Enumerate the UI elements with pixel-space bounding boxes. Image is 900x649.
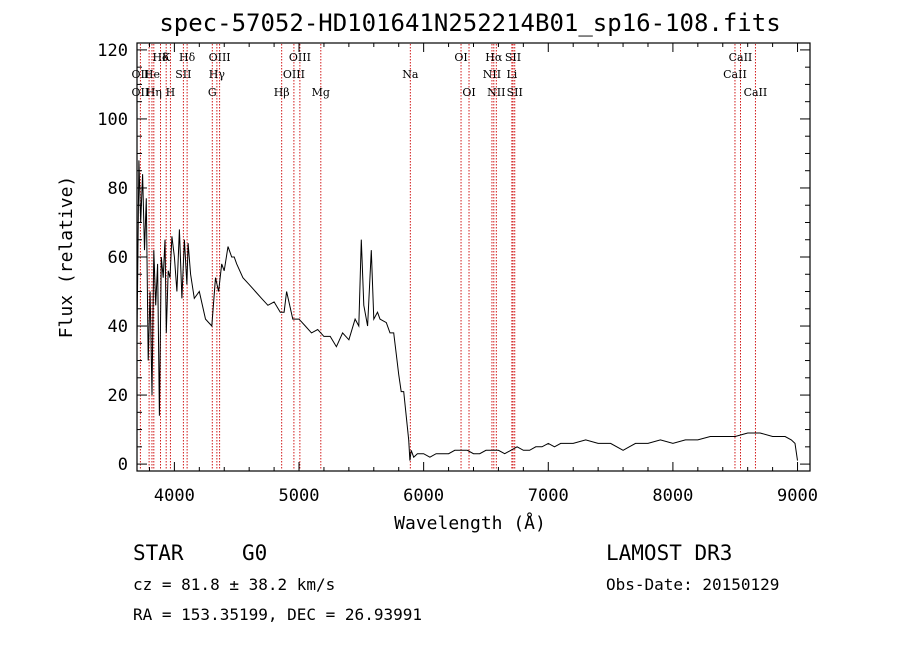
y-tick-label: 20 <box>108 386 128 406</box>
plot-frame <box>136 42 811 472</box>
line-label: CaII <box>729 51 753 64</box>
line-label: OIII <box>209 51 231 64</box>
line-label: Hγ <box>209 68 226 81</box>
survey-label: LAMOST DR3 <box>606 541 732 565</box>
line-label: Mg <box>312 86 330 99</box>
line-label: Na <box>402 68 419 81</box>
line-label: OI <box>454 51 467 64</box>
x-tick-label: 6000 <box>403 486 444 506</box>
line-label: K <box>162 51 171 64</box>
line-label: G <box>208 86 217 99</box>
line-label: SII <box>505 51 521 64</box>
line-label: SII <box>507 86 523 99</box>
y-axis-label: Flux (relative) <box>56 176 77 339</box>
line-label: Hβ <box>274 86 290 99</box>
line-label: Hα <box>485 51 503 64</box>
line-label: NII <box>487 86 505 99</box>
line-label: Li <box>506 68 517 81</box>
spectrum-line <box>136 160 798 461</box>
chart-title: spec-57052-HD101641N252214B01_sp16-108.f… <box>159 9 780 37</box>
y-tick-label: 0 <box>118 455 128 475</box>
line-label: Hδ <box>179 51 196 64</box>
y-tick-label: 100 <box>97 110 128 130</box>
x-tick-label: 5000 <box>279 486 320 506</box>
x-tick-label: 7000 <box>528 486 569 506</box>
line-label: CaII <box>723 68 747 81</box>
line-label: NII <box>483 68 501 81</box>
line-label: H <box>166 86 176 99</box>
line-label: OIII <box>283 68 305 81</box>
line-label: OII <box>132 68 150 81</box>
axes: 4000 5000 6000 7000 8000 9000 0 20 40 60 80 100 120 <box>97 41 818 506</box>
spectral-subclass: G0 <box>242 541 267 565</box>
line-label: OI <box>462 86 475 99</box>
x-axis-label: Wavelength (Å) <box>394 512 546 534</box>
line-label: OIII <box>289 51 311 64</box>
line-label: Hδ <box>152 51 169 64</box>
redshift-velocity: cz = 81.8 ± 38.2 km/s <box>133 575 335 594</box>
y-tick-label: 40 <box>108 317 128 337</box>
line-label: OII <box>132 86 150 99</box>
line-label: He <box>144 68 160 81</box>
object-class: STAR <box>133 541 184 565</box>
observation-date: Obs-Date: 20150129 <box>606 575 779 594</box>
emission-line-markers <box>139 44 756 470</box>
y-tick-label: 80 <box>108 179 128 199</box>
sky-coordinates: RA = 153.35199, DEC = 26.93991 <box>133 605 422 624</box>
x-tick-label: 8000 <box>652 486 693 506</box>
x-tick-label: 9000 <box>777 486 818 506</box>
line-label: CaII <box>744 86 768 99</box>
line-label: SII <box>175 68 191 81</box>
line-label: Hη <box>146 86 162 99</box>
y-tick-label: 60 <box>108 248 128 268</box>
y-tick-label: 120 <box>97 41 128 61</box>
x-tick-label: 4000 <box>154 486 195 506</box>
